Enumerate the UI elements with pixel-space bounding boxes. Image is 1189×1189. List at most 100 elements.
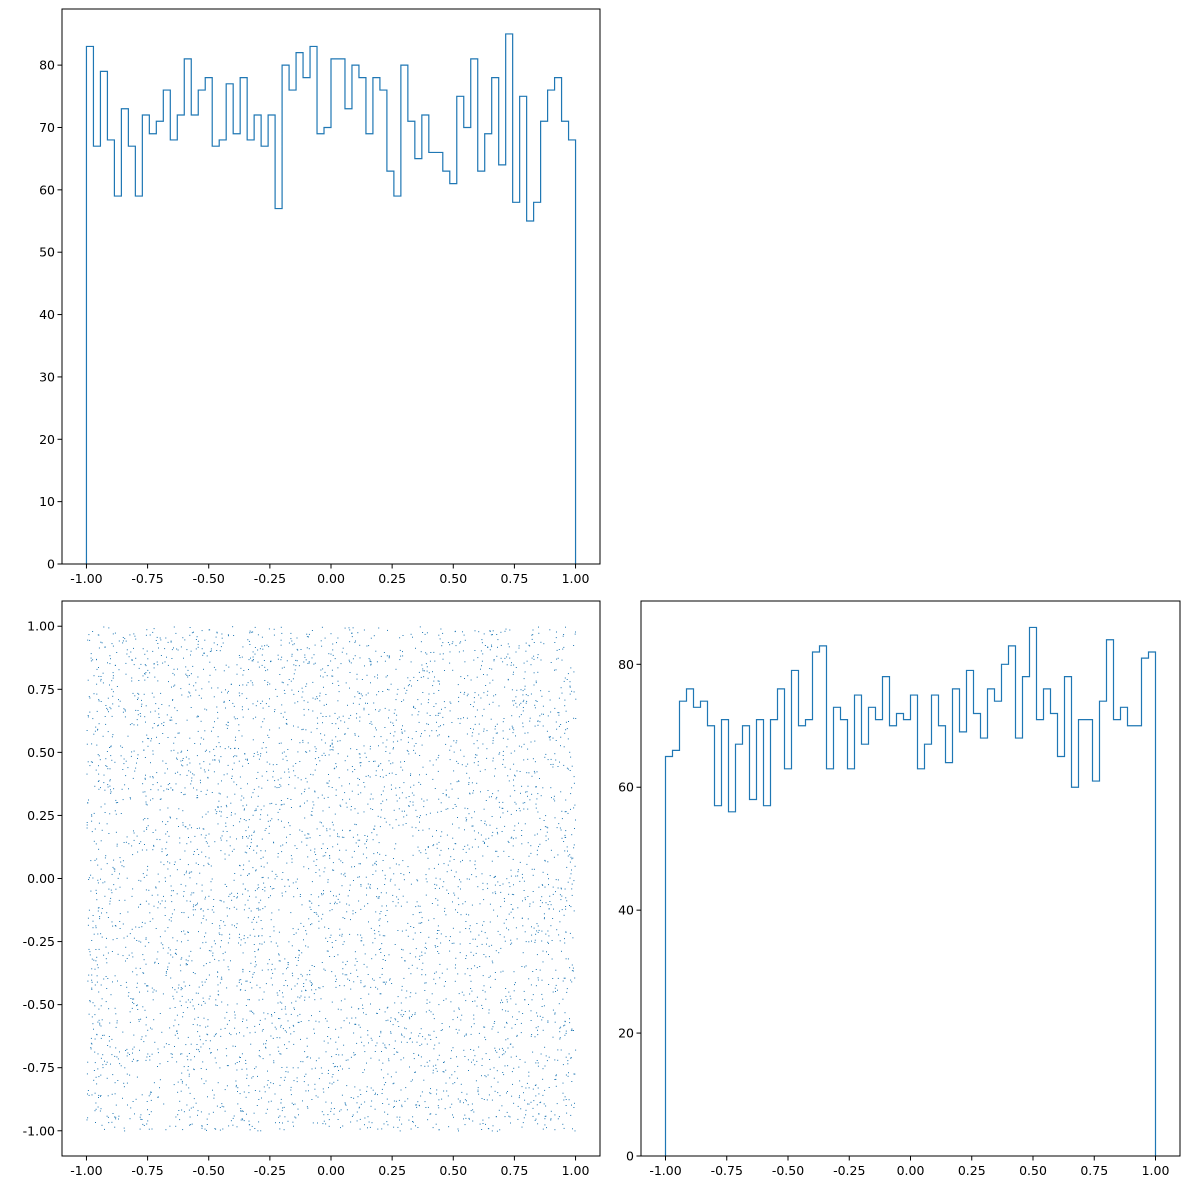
scatter-point [197,1110,199,1112]
scatter-point [227,692,228,694]
scatter-point [196,1044,198,1045]
scatter-point [133,998,135,1000]
scatter-point [436,938,438,940]
scatter-point [239,657,241,659]
scatter-point [311,985,312,986]
scatter-point [110,889,112,891]
scatter-point [409,1066,410,1068]
scatter-point [299,950,300,952]
scatter-point [419,815,421,817]
scatter-point [255,869,257,871]
scatter-point [314,791,316,793]
scatter-point [326,782,328,784]
scatter-point [196,883,198,885]
scatter-point [373,828,375,830]
scatter-point [495,950,497,952]
scatter-point [477,761,479,763]
scatter-point [419,774,420,776]
scatter-point [534,725,536,727]
scatter-point [98,848,100,850]
scatter-point [538,886,540,888]
scatter-point [328,786,330,788]
scatter-point [88,879,90,880]
scatter-point [374,862,376,864]
scatter-point [279,1084,281,1086]
scatter-point [265,1112,267,1114]
scatter-point [167,966,169,968]
scatter-point [221,835,223,837]
scatter-point [172,956,174,958]
scatter-point [471,904,473,906]
scatter-point [376,896,378,898]
scatter-point [554,1059,556,1061]
scatter-point [331,1001,333,1003]
scatter-point [176,648,178,650]
scatter-point [454,1071,456,1073]
scatter-point [442,793,444,794]
scatter-point [98,907,100,909]
scatter-point [353,880,354,881]
scatter-point [457,911,459,913]
scatter-point [217,990,219,992]
scatter-point [509,886,511,888]
scatter-point [403,699,405,701]
scatter-point [158,901,159,903]
scatter-point [417,880,419,882]
scatter-point [382,776,384,778]
scatter-point [423,670,425,672]
scatter-point [112,1074,114,1076]
scatter-point [540,659,542,661]
scatter-point [118,899,120,901]
scatter-point [303,866,305,868]
scatter-point [241,709,243,711]
scatter-point [424,730,426,732]
scatter-point [471,735,473,737]
scatter-point [125,760,127,762]
scatter-point [175,949,177,950]
scatter-point [554,800,556,802]
scatter-point [242,893,244,895]
scatter-point [91,743,93,745]
scatter-point [449,701,451,703]
scatter-point [200,697,202,699]
scatter-point [157,1096,159,1098]
scatter-point [347,978,349,980]
scatter-point [215,746,217,748]
scatter-point [327,796,329,798]
scatter-point [454,843,456,845]
scatter-point [204,898,206,900]
scatter-point [481,873,483,875]
scatter-point [522,726,524,728]
scatter-point [238,937,240,939]
scatter-point [514,774,515,776]
scatter-point [95,927,97,929]
scatter-point [485,998,487,1000]
scatter-point [187,964,188,966]
scatter-point [570,856,572,858]
scatter-point [274,1012,276,1013]
scatter-point [444,707,446,709]
scatter-point [452,837,454,839]
scatter-point [191,777,193,779]
scatter-point [163,790,165,792]
scatter-point [268,897,270,899]
scatter-point [365,775,367,777]
scatter-point [529,645,531,647]
scatter-point [447,808,449,810]
scatter-point [312,774,314,776]
scatter-point [149,634,151,636]
scatter-point [459,879,460,881]
scatter-point [342,647,344,649]
scatter-point [112,939,114,941]
scatter-point [187,864,189,866]
scatter-point [88,948,90,950]
scatter-point [450,783,452,785]
scatter-point [512,700,514,702]
scatter-point [261,775,263,777]
scatter-point [242,869,244,871]
scatter-point [234,1063,236,1065]
scatter-point [567,738,569,740]
scatter-point [426,1043,428,1045]
scatter-point [229,937,231,939]
scatter-point [407,677,409,679]
